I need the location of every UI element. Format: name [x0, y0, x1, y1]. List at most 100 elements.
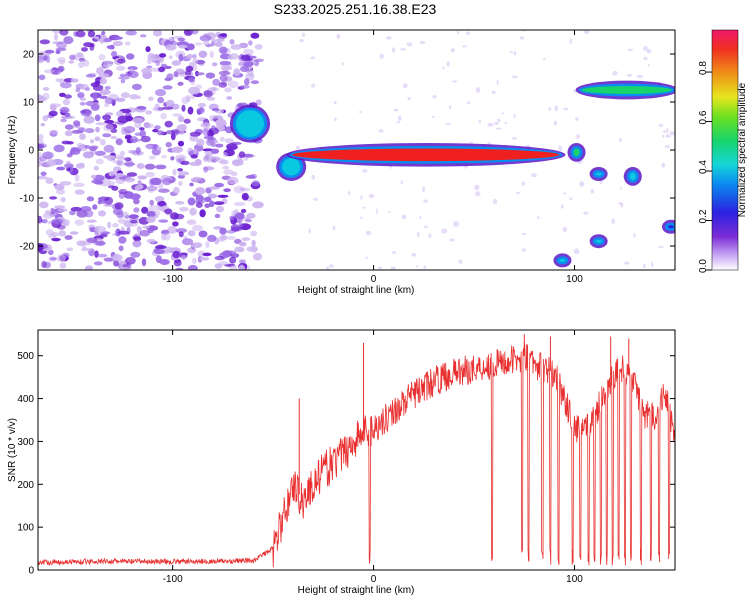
noise-blob: [132, 117, 144, 123]
noise-blob: [85, 109, 90, 117]
faint-blob: [509, 51, 514, 54]
noise-blob: [198, 62, 205, 66]
noise-blob: [102, 60, 114, 68]
faint-blob: [665, 134, 671, 138]
noise-blob: [230, 226, 243, 232]
noise-blob: [66, 141, 74, 145]
noise-blob: [238, 259, 246, 264]
faint-blob: [332, 225, 336, 231]
faint-blob: [562, 226, 568, 232]
faint-blob: [519, 36, 525, 40]
noise-blob: [62, 98, 71, 106]
noise-blob: [86, 237, 98, 244]
faint-blob: [397, 115, 402, 122]
noise-blob: [99, 77, 107, 85]
faint-blob: [411, 253, 417, 257]
faint-blob: [560, 204, 564, 209]
faint-blob: [362, 206, 366, 209]
noise-blob: [213, 226, 223, 230]
noise-blob: [49, 129, 59, 135]
noise-blob: [192, 148, 198, 155]
noise-blob: [117, 230, 130, 235]
noise-blob: [148, 205, 160, 212]
noise-blob: [180, 254, 187, 261]
noise-blob: [119, 151, 126, 156]
noise-blob: [198, 230, 208, 238]
noise-blob: [177, 174, 185, 179]
colorbar-label: Normalized spectral amplitude: [737, 82, 748, 217]
noise-blob: [205, 72, 216, 79]
noise-blob: [136, 184, 144, 190]
noise-blob: [117, 115, 130, 124]
noise-blob: [155, 164, 167, 170]
noise-blob: [93, 225, 106, 233]
faint-blob: [310, 56, 316, 60]
noise-blob: [38, 176, 48, 180]
faint-blob: [449, 238, 456, 242]
noise-blob: [73, 122, 81, 128]
noise-blob: [227, 80, 239, 89]
x-tick-label: 100: [566, 574, 583, 585]
noise-blob: [175, 68, 184, 73]
faint-blob: [478, 119, 481, 124]
noise-blob: [60, 196, 66, 203]
noise-blob: [165, 44, 177, 51]
noise-blob: [74, 174, 80, 182]
noise-blob: [38, 55, 45, 63]
noise-blob: [78, 57, 86, 62]
noise-blob: [187, 264, 198, 270]
noise-blob: [143, 123, 154, 129]
faint-blob: [562, 192, 567, 195]
faint-blob: [312, 197, 318, 201]
x-tick-label: 0: [371, 574, 377, 585]
noise-blob: [124, 215, 130, 220]
noise-blob: [158, 188, 170, 193]
noise-blob: [153, 249, 166, 255]
noise-blob: [94, 150, 106, 156]
noise-blob: [94, 136, 101, 142]
faint-blob: [651, 261, 654, 268]
noise-blob: [93, 165, 100, 171]
noise-blob: [45, 177, 54, 184]
faint-blob: [423, 199, 428, 203]
faint-blob: [301, 32, 305, 38]
faint-blob: [325, 266, 330, 270]
faint-blob: [579, 181, 585, 187]
x-tick-label: -100: [163, 274, 183, 285]
noise-blob: [146, 238, 156, 244]
faint-blob: [368, 194, 375, 199]
noise-blob: [103, 123, 114, 132]
noise-blob: [128, 70, 139, 79]
noise-blob: [141, 67, 152, 75]
noise-blob: [58, 230, 66, 237]
faint-blob: [513, 113, 516, 119]
y-tick-label: 0: [28, 566, 34, 577]
noise-blob: [141, 258, 147, 267]
noise-blob: [171, 146, 183, 153]
noise-blob: [58, 59, 66, 65]
noise-blob: [219, 234, 228, 241]
faint-blob: [491, 90, 496, 95]
noise-blob: [114, 173, 125, 177]
noise-blob: [54, 33, 58, 41]
noise-blob: [79, 101, 86, 106]
noise-blob: [49, 257, 58, 261]
y-tick-label: 100: [17, 523, 34, 534]
noise-blob: [39, 39, 50, 45]
noise-blob: [142, 225, 150, 229]
noise-blob: [98, 210, 106, 217]
noise-blob: [216, 205, 224, 213]
noise-blob: [196, 107, 205, 115]
noise-blob: [199, 257, 210, 261]
x-tick-label: 0: [371, 274, 377, 285]
noise-blob: [81, 47, 88, 52]
faint-blob: [475, 87, 481, 93]
noise-blob: [53, 205, 66, 209]
faint-blob: [492, 198, 498, 205]
noise-blob: [194, 42, 203, 46]
noise-blob: [240, 65, 249, 73]
spectral-feature: [553, 253, 572, 268]
noise-blob: [199, 209, 206, 218]
noise-blob: [240, 208, 247, 214]
noise-blob: [223, 169, 234, 175]
